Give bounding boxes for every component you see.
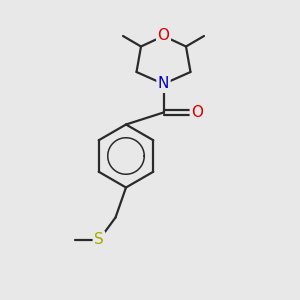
Text: O: O <box>191 105 203 120</box>
Text: S: S <box>94 232 104 247</box>
Text: N: N <box>158 76 169 92</box>
Text: O: O <box>158 28 169 44</box>
